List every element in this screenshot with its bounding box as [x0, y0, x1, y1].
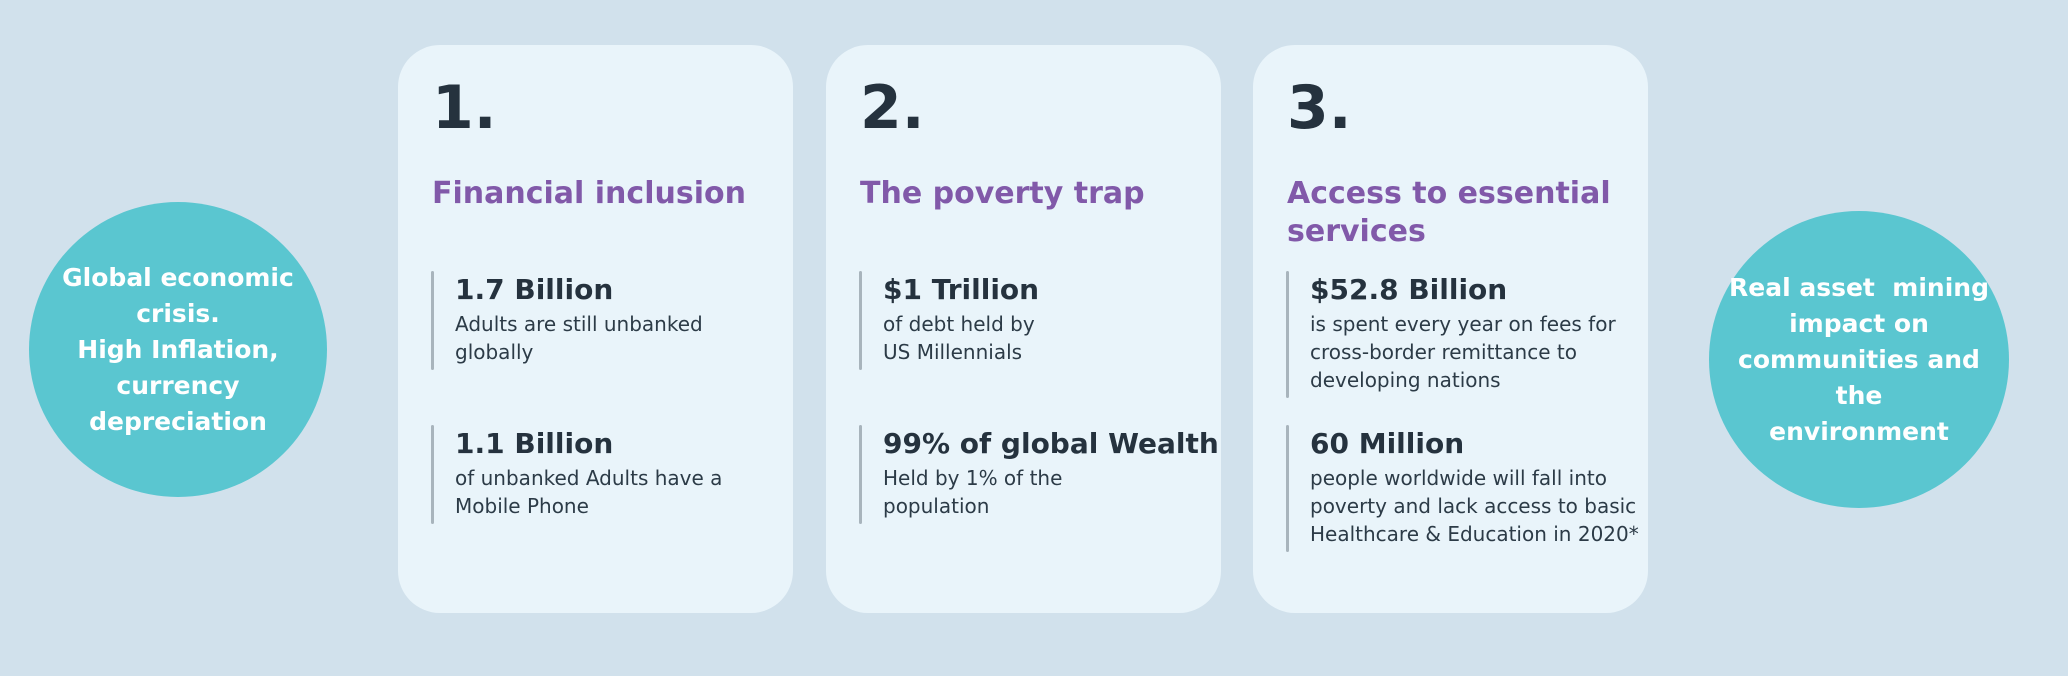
stat-accent-bar [1286, 271, 1289, 398]
card-number: 2. [860, 73, 925, 143]
card-essential-services: 3. Access to essential services $52.8 Bi… [1253, 45, 1648, 613]
stat-description: of unbanked Adults have a Mobile Phone [455, 466, 723, 518]
stat-description: Held by 1% of the population [883, 466, 1063, 518]
card-title: Financial inclusion [432, 176, 746, 211]
stat-description: people worldwide will fall into poverty … [1310, 466, 1639, 546]
stat-item: $1 Trillion of debt held by US Millennia… [859, 271, 1213, 370]
stat-accent-bar [431, 425, 434, 524]
stat-body: 60 Million people worldwide will fall in… [1310, 425, 1639, 552]
stat-body: $52.8 Billion is spent every year on fee… [1310, 271, 1616, 398]
right-circle-text: Real asset mining impact on communities … [1729, 272, 1989, 446]
card-title: Access to essential services [1287, 176, 1611, 249]
stat-body: 99% of global Wealth Held by 1% of the p… [883, 425, 1219, 524]
card-title: The poverty trap [860, 176, 1145, 211]
stat-item: 60 Million people worldwide will fall in… [1286, 425, 1640, 552]
left-circle-text: Global economic crisis. High Inflation, … [62, 262, 294, 436]
stat-accent-bar [859, 425, 862, 524]
stat-description: of debt held by US Millennials [883, 312, 1035, 364]
stat-body: 1.7 Billion Adults are still unbanked gl… [455, 271, 703, 370]
right-context-circle: Real asset mining impact on communities … [1709, 211, 2009, 508]
stat-value: $52.8 Billion [1310, 273, 1508, 306]
stat-value: $1 Trillion [883, 273, 1040, 306]
stat-item: $52.8 Billion is spent every year on fee… [1286, 271, 1640, 398]
stat-value: 1.1 Billion [455, 427, 614, 460]
card-financial-inclusion: 1. Financial inclusion 1.7 Billion Adult… [398, 45, 793, 613]
stat-description: is spent every year on fees for cross-bo… [1310, 312, 1616, 392]
stat-body: $1 Trillion of debt held by US Millennia… [883, 271, 1039, 370]
stat-accent-bar [1286, 425, 1289, 552]
stat-value: 99% of global Wealth [883, 427, 1219, 460]
card-number: 3. [1287, 73, 1352, 143]
stat-accent-bar [859, 271, 862, 370]
stat-item: 1.7 Billion Adults are still unbanked gl… [431, 271, 785, 370]
card-number: 1. [432, 73, 497, 143]
left-context-circle: Global economic crisis. High Inflation, … [29, 202, 327, 497]
stat-value: 1.7 Billion [455, 273, 614, 306]
card-poverty-trap: 2. The poverty trap $1 Trillion of debt … [826, 45, 1221, 613]
stat-value: 60 Million [1310, 427, 1465, 460]
stat-body: 1.1 Billion of unbanked Adults have a Mo… [455, 425, 722, 524]
stat-item: 1.1 Billion of unbanked Adults have a Mo… [431, 425, 785, 524]
stat-item: 99% of global Wealth Held by 1% of the p… [859, 425, 1219, 524]
stat-accent-bar [431, 271, 434, 370]
stat-description: Adults are still unbanked globally [455, 312, 703, 364]
